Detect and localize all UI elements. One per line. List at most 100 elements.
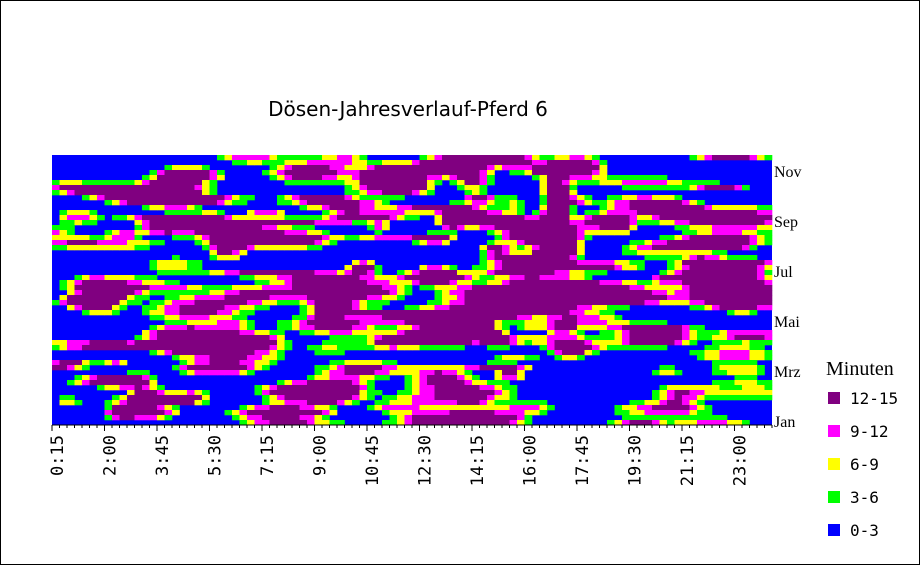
heatmap-cell [239, 270, 248, 276]
heatmap-cell [314, 235, 323, 241]
heatmap-cell [412, 380, 420, 386]
heatmap-cell [329, 410, 338, 416]
heatmap-cell [127, 285, 135, 291]
heatmap-cell [299, 285, 308, 291]
heatmap-cell [172, 355, 180, 361]
heatmap-cell [194, 350, 203, 356]
heatmap-cell [397, 210, 405, 216]
heatmap-cell [577, 255, 585, 261]
heatmap-cell [547, 350, 555, 356]
heatmap-cell [727, 390, 735, 396]
heatmap-cell [419, 270, 428, 276]
heatmap-cell [202, 235, 210, 241]
heatmap-cell [52, 345, 60, 351]
heatmap-cell [674, 385, 683, 391]
heatmap-cell [232, 195, 240, 201]
heatmap-cell [209, 345, 218, 351]
heatmap-cell [367, 395, 375, 401]
heatmap-cell [434, 310, 443, 316]
heatmap-cell [262, 230, 270, 236]
heatmap-cell [509, 295, 518, 301]
heatmap-cell [704, 305, 713, 311]
heatmap-cell [397, 285, 405, 291]
heatmap-cell [277, 290, 285, 296]
heatmap-cell [299, 230, 308, 236]
heatmap-cell [629, 175, 638, 181]
heatmap-cell [742, 305, 750, 311]
heatmap-cell [329, 280, 338, 286]
heatmap-cell [479, 280, 488, 286]
heatmap-cell [704, 255, 713, 261]
heatmap-cell [757, 385, 765, 391]
heatmap-cell [329, 170, 338, 176]
heatmap-cell [419, 390, 428, 396]
heatmap-cell [659, 240, 668, 246]
heatmap-cell [689, 395, 698, 401]
heatmap-cell [344, 320, 353, 326]
heatmap-cell [419, 340, 428, 346]
heatmap-cell [149, 400, 158, 406]
heatmap-cell [404, 165, 413, 171]
heatmap-cell [494, 210, 503, 216]
heatmap-cell [502, 340, 510, 346]
heatmap-cell [164, 190, 173, 196]
heatmap-cell [569, 355, 578, 361]
heatmap-cell [704, 230, 713, 236]
heatmap-cell [164, 195, 173, 201]
heatmap-cell [322, 210, 330, 216]
heatmap-cell [734, 355, 743, 361]
heatmap-cell [517, 220, 525, 226]
heatmap-cell [584, 230, 593, 236]
heatmap-cell [269, 350, 278, 356]
heatmap-cell [727, 350, 735, 356]
heatmap-cell [719, 235, 728, 241]
heatmap-cell [179, 220, 188, 226]
heatmap-cell [307, 315, 315, 321]
heatmap-cell [749, 365, 758, 371]
heatmap-cell [157, 270, 165, 276]
heatmap-cell [254, 360, 263, 366]
heatmap-cell [442, 420, 450, 426]
heatmap-cell [194, 310, 203, 316]
heatmap-cell [187, 355, 195, 361]
heatmap-cell [119, 245, 128, 251]
heatmap-cell [367, 185, 375, 191]
heatmap-cell [134, 235, 143, 241]
heatmap-cell [247, 235, 255, 241]
heatmap-cell [217, 355, 225, 361]
heatmap-cell [262, 345, 270, 351]
heatmap-cell [614, 320, 623, 326]
heatmap-cell [569, 305, 578, 311]
heatmap-cell [749, 295, 758, 301]
heatmap-cell [269, 385, 278, 391]
heatmap-cell [539, 290, 548, 296]
heatmap-cell [194, 235, 203, 241]
heatmap-cell [584, 340, 593, 346]
heatmap-cell [232, 270, 240, 276]
heatmap-cell [749, 375, 758, 381]
heatmap-cell [442, 205, 450, 211]
heatmap-cell [427, 415, 435, 421]
heatmap-cell [472, 315, 480, 321]
heatmap-cell [607, 265, 615, 271]
heatmap-cell [442, 265, 450, 271]
heatmap-cell [539, 180, 548, 186]
heatmap-cell [667, 290, 675, 296]
heatmap-cell [509, 375, 518, 381]
heatmap-cell [742, 350, 750, 356]
heatmap-cell [307, 310, 315, 316]
heatmap-cell [569, 190, 578, 196]
heatmap-cell [239, 315, 248, 321]
heatmap-cell [554, 300, 563, 306]
heatmap-cell [517, 365, 525, 371]
heatmap-cell [449, 200, 458, 206]
heatmap-cell [292, 175, 300, 181]
heatmap-cell [667, 365, 675, 371]
heatmap-cell [322, 195, 330, 201]
heatmap-cell [269, 165, 278, 171]
heatmap-cell [187, 400, 195, 406]
heatmap-cell [637, 285, 645, 291]
heatmap-cell [367, 215, 375, 221]
heatmap-cell [689, 335, 698, 341]
heatmap-cell [307, 155, 315, 161]
